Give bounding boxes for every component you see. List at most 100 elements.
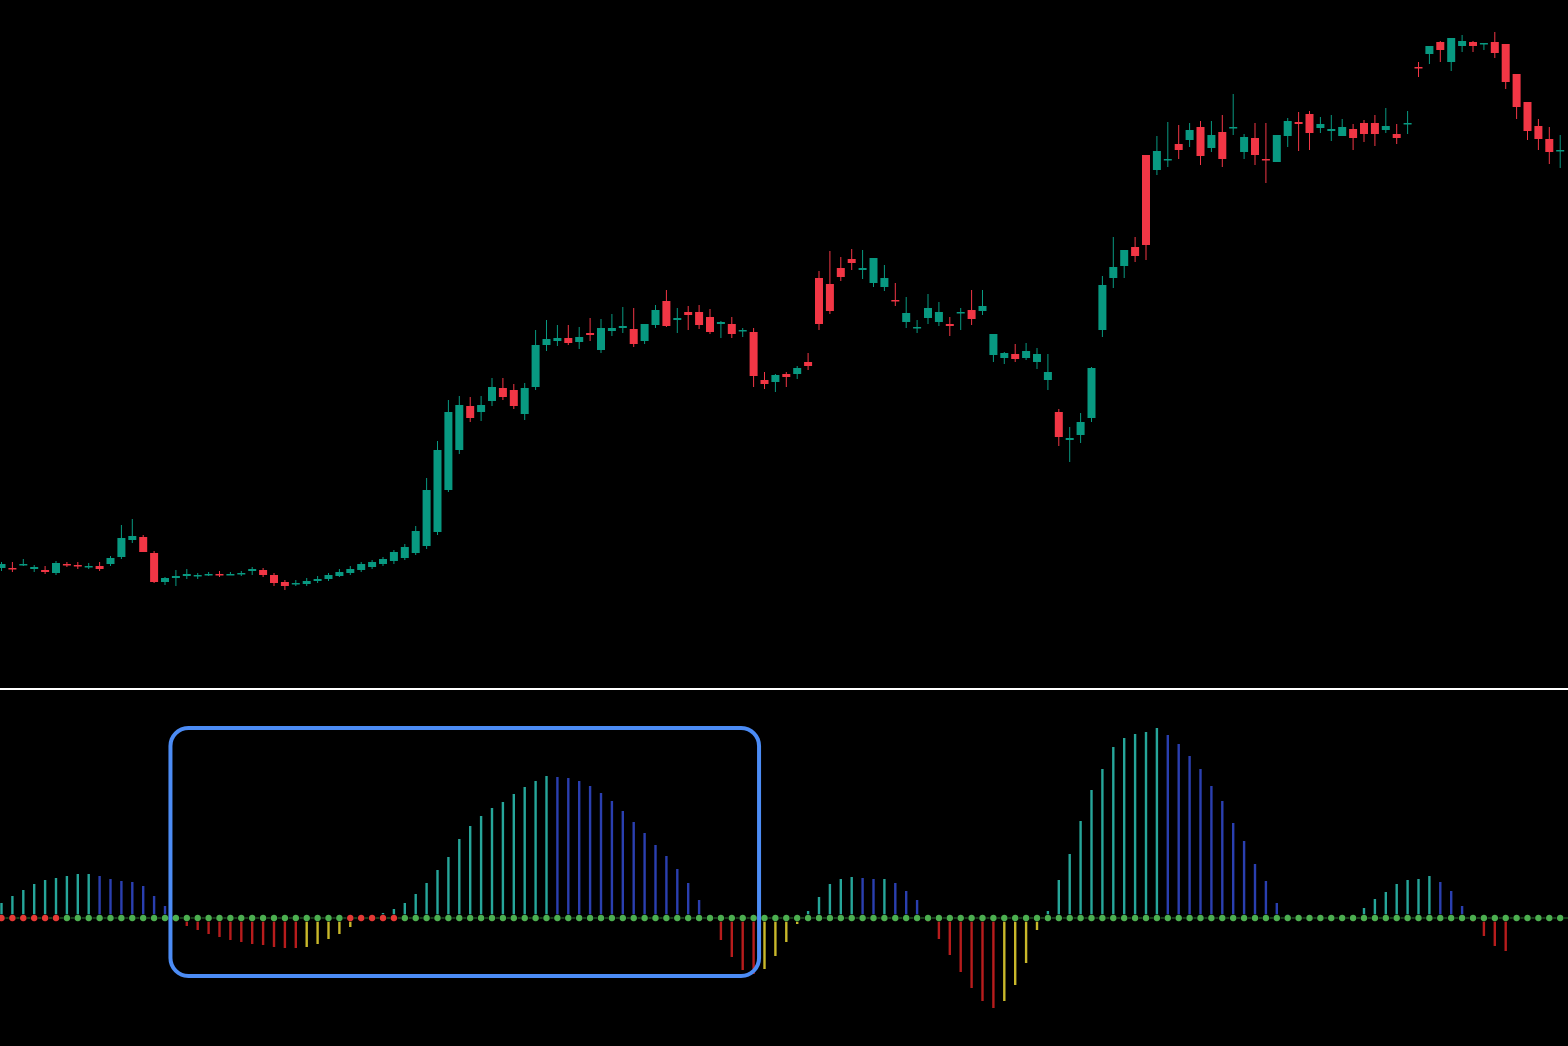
candle-body	[684, 312, 693, 315]
indicator-pane	[0, 728, 1568, 1008]
candle-body	[52, 563, 60, 573]
squeeze-dot	[422, 914, 431, 922]
candle	[607, 314, 616, 336]
squeeze-dot	[204, 914, 213, 922]
candle-body	[302, 581, 311, 584]
squeeze-dot	[1294, 914, 1303, 922]
candle	[618, 307, 627, 333]
candle-body	[553, 338, 562, 341]
candle	[379, 557, 387, 566]
candle-body	[673, 318, 682, 320]
candle-body	[84, 566, 93, 568]
squeeze-dot	[259, 914, 267, 922]
candle-body	[1196, 127, 1205, 156]
squeeze-dot	[1327, 914, 1336, 922]
candle	[182, 569, 191, 579]
squeeze-dot	[1414, 914, 1423, 922]
squeeze-dot	[1000, 914, 1009, 922]
candle	[760, 372, 769, 389]
candle	[880, 265, 889, 291]
candle	[978, 290, 987, 315]
candle-body	[1218, 132, 1227, 159]
squeeze-dot	[989, 914, 998, 922]
candle	[902, 297, 911, 328]
candle-body	[1370, 123, 1379, 134]
squeeze-dot	[542, 914, 551, 922]
squeeze-dot	[1490, 914, 1499, 922]
candle-body	[1240, 137, 1249, 152]
candle	[1218, 115, 1227, 167]
candle	[1294, 112, 1303, 151]
squeeze-dot	[150, 914, 158, 922]
candle	[237, 571, 246, 576]
candle	[1370, 115, 1379, 146]
candle-body	[150, 553, 159, 582]
candle	[542, 320, 551, 351]
candle-body	[379, 559, 387, 564]
squeeze-dot	[1381, 914, 1390, 922]
squeeze-dot	[400, 914, 409, 922]
candle	[1556, 135, 1565, 168]
candle-body	[270, 575, 278, 583]
candle	[1338, 119, 1347, 136]
candle	[84, 563, 93, 569]
squeeze-dot	[880, 914, 889, 922]
squeeze-dot	[749, 914, 758, 922]
candle	[509, 384, 518, 409]
squeeze-dot	[215, 914, 224, 922]
candle-body	[182, 574, 191, 576]
squeeze-dot	[1512, 914, 1521, 922]
candle	[1185, 123, 1194, 147]
squeeze-dot	[1022, 914, 1030, 922]
candle	[466, 397, 475, 422]
squeeze-dot	[1065, 914, 1074, 922]
candle	[716, 321, 725, 338]
annotation-layer	[168, 726, 762, 978]
candle-body	[662, 301, 671, 326]
candle	[477, 396, 486, 421]
candle	[804, 353, 813, 370]
squeeze-dot	[1076, 914, 1085, 922]
candle	[1033, 348, 1041, 369]
candle	[1436, 41, 1445, 62]
candle-body	[161, 578, 169, 582]
candle-body	[902, 313, 911, 322]
candle	[1316, 117, 1325, 133]
candle-body	[1501, 44, 1510, 82]
squeeze-dot	[182, 914, 191, 922]
squeeze-dot	[913, 914, 921, 922]
candle	[738, 328, 747, 337]
candle	[1283, 118, 1292, 147]
candle-body	[1447, 38, 1456, 62]
squeeze-dot	[270, 914, 278, 922]
candle-body	[542, 339, 551, 345]
candle-body	[1425, 46, 1434, 54]
squeeze-dot	[1316, 914, 1325, 922]
squeeze-dot	[498, 914, 507, 922]
squeeze-dot	[1207, 914, 1216, 922]
candle	[1251, 123, 1259, 165]
candle-body	[1360, 123, 1368, 134]
candle-body	[825, 284, 834, 311]
candle-body	[509, 390, 518, 406]
candle-body	[836, 268, 845, 277]
squeeze-dot	[455, 914, 464, 922]
candle	[651, 305, 660, 328]
candle	[368, 560, 377, 569]
squeeze-dot	[531, 914, 540, 922]
candle	[706, 309, 714, 334]
candle	[891, 283, 900, 306]
candle	[597, 319, 605, 353]
candle-body	[618, 326, 627, 328]
candle	[1240, 134, 1249, 159]
candle	[782, 372, 791, 387]
candle	[847, 249, 856, 270]
candle	[913, 320, 922, 333]
squeeze-dot	[597, 914, 605, 922]
candle	[1425, 46, 1434, 64]
squeeze-dot	[313, 914, 322, 922]
candle	[956, 308, 965, 330]
candle	[455, 396, 464, 454]
